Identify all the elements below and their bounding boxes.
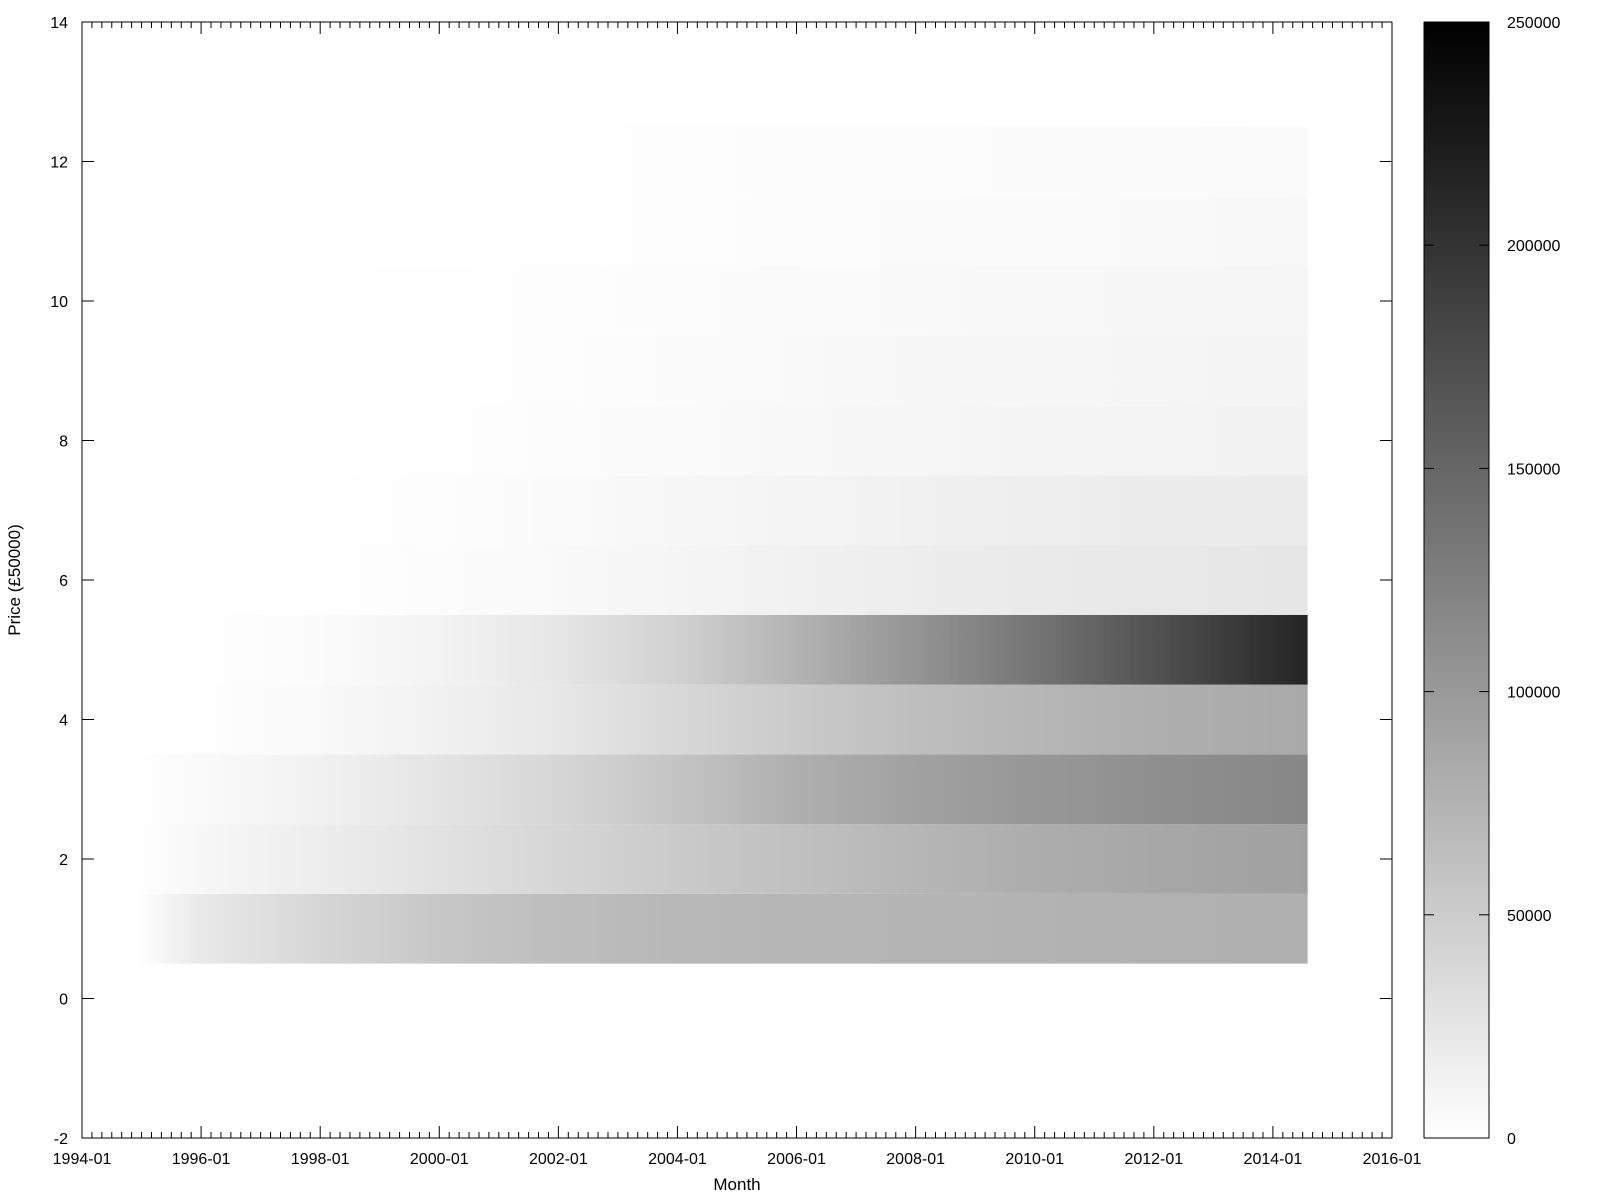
y-tick-label: 0 bbox=[59, 992, 68, 1009]
x-tick-label: 2014-01 bbox=[1244, 1151, 1303, 1168]
heatmap-row-band-12 bbox=[141, 126, 1308, 197]
y-tick-label: 12 bbox=[50, 155, 68, 172]
x-tick-label: 2002-01 bbox=[529, 1151, 588, 1168]
y-tick-label: 6 bbox=[59, 573, 68, 590]
colorbar-tick-label: 0 bbox=[1507, 1131, 1516, 1148]
heatmap-row-band-5 bbox=[141, 614, 1308, 685]
colorbar-tick-labels: 0 50000 100000 150000 200000 250000 bbox=[1507, 15, 1560, 1148]
x-tick-label: 2004-01 bbox=[648, 1151, 707, 1168]
y-tick-label: 4 bbox=[59, 713, 68, 730]
x-axis-label: Month bbox=[713, 1175, 760, 1194]
y-tick-label: 10 bbox=[50, 294, 68, 311]
colorbar-tick-label: 200000 bbox=[1507, 238, 1560, 255]
heatmap-row-band-6 bbox=[141, 545, 1308, 615]
heatmap-row-band-7 bbox=[141, 475, 1308, 546]
heatmap-row-band-9 bbox=[141, 335, 1308, 406]
colorbar bbox=[1424, 22, 1489, 1138]
x-tick-label: 2012-01 bbox=[1124, 1151, 1183, 1168]
x-tick-label: 2000-01 bbox=[410, 1151, 469, 1168]
heatmap-row-band-11 bbox=[141, 196, 1308, 267]
x-tick-label: 1996-01 bbox=[172, 1151, 231, 1168]
y-tick-labels: -2 0 2 4 6 8 10 12 14 bbox=[50, 15, 68, 1148]
colorbar-ticks bbox=[1424, 21, 1489, 1139]
heatmap-row-band-8 bbox=[141, 405, 1308, 476]
colorbar-tick-label: 150000 bbox=[1507, 461, 1560, 478]
y-axis-label: Price (£50000) bbox=[5, 524, 24, 636]
x-tick-label: 2010-01 bbox=[1005, 1151, 1064, 1168]
colorbar-frame bbox=[1423, 21, 1490, 1139]
x-tick-label: 1998-01 bbox=[291, 1151, 350, 1168]
y-tick-label: 2 bbox=[59, 852, 68, 869]
heatmap-row-band-10 bbox=[141, 266, 1308, 336]
axis-ticks bbox=[81, 21, 1393, 1139]
y-tick-label: 14 bbox=[50, 15, 68, 32]
colorbar-tick-label: 250000 bbox=[1507, 15, 1560, 32]
x-tick-label: 2008-01 bbox=[886, 1151, 945, 1168]
heatmap-row-band-4 bbox=[141, 684, 1308, 755]
heatmap-row-band-3 bbox=[141, 754, 1308, 825]
x-tick-label: 1994-01 bbox=[53, 1151, 112, 1168]
heatmap-row-band-1 bbox=[141, 893, 1308, 964]
y-tick-label: -2 bbox=[54, 1131, 68, 1148]
y-tick-label: 8 bbox=[59, 434, 68, 451]
colorbar-tick-label: 50000 bbox=[1507, 908, 1552, 925]
x-tick-labels: 1994-01 1996-01 1998-01 2000-01 2002-01 2004-… bbox=[53, 1151, 1422, 1168]
heatmap-cells bbox=[141, 126, 1308, 964]
heatmap-row-band-2 bbox=[141, 824, 1308, 894]
colorbar-tick-label: 100000 bbox=[1507, 685, 1560, 702]
x-tick-label: 2016-01 bbox=[1363, 1151, 1422, 1168]
x-tick-label: 2006-01 bbox=[767, 1151, 826, 1168]
